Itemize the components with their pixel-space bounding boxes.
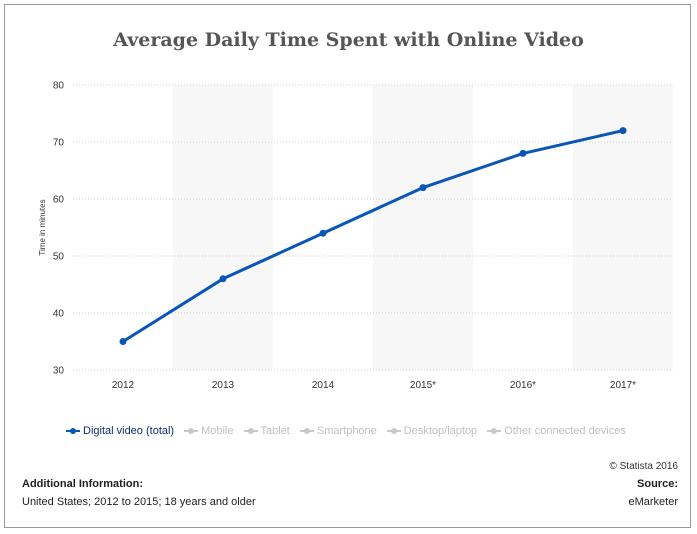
legend-label: Other connected devices xyxy=(504,425,626,437)
column-band xyxy=(373,85,473,370)
x-tick-label: 2014 xyxy=(312,380,335,391)
y-tick-label: 50 xyxy=(53,252,65,263)
legend-item[interactable]: Digital video (total) xyxy=(66,425,174,437)
data-point[interactable] xyxy=(319,229,327,237)
legend-marker-icon xyxy=(66,426,80,436)
column-band xyxy=(173,85,273,370)
legend-label: Tablet xyxy=(260,425,290,437)
additional-info-title: Additional Information: xyxy=(22,478,143,490)
legend-label: Mobile xyxy=(201,425,234,437)
copyright-text: © Statista 2016 xyxy=(609,461,678,472)
data-point[interactable] xyxy=(219,275,227,283)
x-tick-label: 2013 xyxy=(212,380,235,391)
y-axis-label: Time in minutes xyxy=(38,199,47,255)
additional-info-text: United States; 2012 to 2015; 18 years an… xyxy=(22,496,256,508)
legend-item[interactable]: Mobile xyxy=(184,425,234,437)
legend-marker-icon xyxy=(243,426,258,436)
data-point[interactable] xyxy=(419,184,427,192)
chart-title: Average Daily Time Spent with Online Vid… xyxy=(113,29,584,51)
legend-marker-icon xyxy=(184,426,199,436)
y-tick-label: 30 xyxy=(53,366,65,377)
legend-label: Desktop/laptop xyxy=(403,425,478,437)
x-tick-label: 2015* xyxy=(410,380,436,391)
source-text: eMarketer xyxy=(628,496,678,508)
data-point[interactable] xyxy=(619,127,627,135)
legend-marker-icon xyxy=(299,426,314,436)
source-title: Source: xyxy=(637,478,678,490)
legend-marker-icon xyxy=(386,426,401,436)
y-tick-label: 40 xyxy=(53,309,65,320)
y-tick-label: 80 xyxy=(53,81,65,92)
chart-legend: Digital video (total) Mobile Tablet Smartph… xyxy=(66,424,636,438)
x-tick-label: 2012 xyxy=(112,380,135,391)
legend-item[interactable]: Tablet xyxy=(243,425,290,437)
chart-plot: 30 40 50 60 70 80 2012 2013 2014 2015* 2016* 2017* T… xyxy=(38,81,673,391)
series-line xyxy=(121,129,625,343)
y-tick-label: 60 xyxy=(53,195,65,206)
data-point[interactable] xyxy=(519,149,527,157)
legend-item[interactable]: Desktop/laptop xyxy=(386,425,478,437)
data-point[interactable] xyxy=(119,338,127,345)
legend-label: Digital video (total) xyxy=(83,425,175,437)
legend-item[interactable]: Smartphone xyxy=(299,425,377,437)
x-tick-label: 2016* xyxy=(510,380,536,391)
y-tick-label: 70 xyxy=(53,138,65,149)
legend-label: Smartphone xyxy=(316,425,377,437)
legend-marker-icon xyxy=(487,426,502,436)
x-tick-label: 2017* xyxy=(610,380,636,391)
legend-item[interactable]: Other connected devices xyxy=(487,425,626,437)
